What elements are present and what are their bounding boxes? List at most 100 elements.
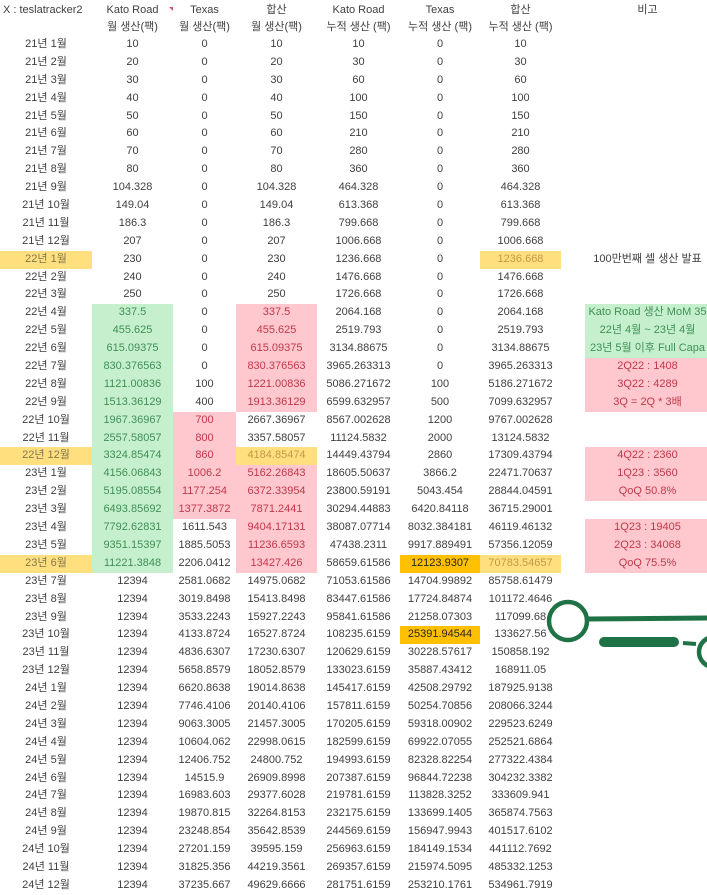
note-cell[interactable] (585, 108, 707, 126)
sheet-cell[interactable]: 1006.2 (173, 465, 236, 484)
sheet-cell[interactable]: 240 (123, 270, 142, 283)
sheet-cell[interactable]: 4133.8724 (178, 628, 231, 641)
sheet-cell[interactable]: 2581.0682 (178, 574, 231, 587)
row-label[interactable]: 23년 12월 (22, 664, 70, 677)
sheet-cell[interactable]: 365874.7563 (488, 807, 553, 820)
sheet-cell[interactable]: 615.09375 (236, 340, 317, 359)
row-label[interactable]: 24년 12월 (22, 878, 70, 891)
sheet-cell[interactable]: 20 (270, 55, 283, 68)
sheet-cell[interactable]: 1476.668 (335, 270, 382, 283)
row-label[interactable]: 21년 12월 (22, 234, 70, 247)
row-label[interactable]: 22년 1월 (0, 250, 92, 269)
sheet-cell[interactable]: 104.328 (256, 181, 297, 194)
sheet-cell[interactable]: 9063.3005 (178, 717, 231, 730)
sheet-cell[interactable]: 1200 (427, 413, 453, 426)
sheet-cell[interactable]: 3533.2243 (178, 610, 231, 623)
sheet-cell[interactable]: 230 (123, 252, 142, 265)
sheet-cell[interactable]: 60 (352, 73, 365, 86)
note-cell[interactable] (585, 787, 707, 805)
column-header-total-monthly[interactable]: 합산 (266, 4, 287, 16)
note-cell[interactable] (585, 734, 707, 752)
row-label[interactable]: 22년 4월 (25, 306, 67, 319)
sheet-cell[interactable]: 133023.6159 (326, 664, 391, 677)
row-label[interactable]: 21년 5월 (25, 109, 67, 122)
column-header-notes[interactable]: 비고 (637, 4, 658, 16)
sheet-cell[interactable]: 12394 (117, 843, 148, 856)
sheet-cell[interactable]: 360 (511, 163, 530, 176)
sheet-cell[interactable]: 464.328 (338, 181, 379, 194)
sheet-cell[interactable]: 250 (267, 288, 286, 301)
sheet-cell[interactable]: 157811.6159 (326, 699, 391, 712)
note-cell[interactable]: 1Q23 : 3560 (585, 465, 707, 484)
sheet-cell[interactable]: 5186.271672 (488, 377, 553, 390)
note-cell[interactable]: 1Q23 : 19405 (585, 519, 707, 537)
column-header-kato-cumulative[interactable]: Kato Road (332, 4, 385, 16)
row-label[interactable]: 24년 4월 (25, 735, 67, 748)
row-label[interactable]: 23년 8월 (25, 592, 67, 605)
sheet-cell[interactable]: 0 (436, 127, 444, 140)
sheet-cell[interactable]: 6620.8638 (178, 682, 231, 695)
header-sub-total-monthly[interactable]: 월 생산(팩) (251, 21, 302, 33)
sheet-cell[interactable]: 18052.8579 (247, 664, 306, 677)
note-cell[interactable]: 2Q23 : 34068 (585, 536, 707, 555)
row-label[interactable]: 22년 11월 (22, 431, 70, 444)
sheet-cell[interactable]: 256963.6159 (326, 843, 391, 856)
sheet-cell[interactable]: 69922.07055 (407, 735, 473, 748)
sheet-cell[interactable]: 5658.8579 (178, 664, 231, 677)
sheet-cell[interactable]: 194993.6159 (326, 753, 391, 766)
sheet-cell[interactable]: 1177.254 (173, 483, 236, 502)
note-cell[interactable] (585, 161, 707, 179)
sheet-cell[interactable]: 7871.2441 (236, 501, 317, 520)
note-cell[interactable] (585, 626, 707, 644)
sheet-cell[interactable]: 8567.002628 (326, 413, 391, 426)
sheet-cell[interactable]: 0 (436, 38, 444, 50)
sheet-cell[interactable]: 12394 (117, 825, 148, 838)
sheet-cell[interactable]: 0 (436, 199, 444, 212)
row-label[interactable]: 22년 10월 (22, 413, 70, 426)
row-label[interactable]: 24년 8월 (25, 807, 67, 820)
sheet-cell[interactable]: 30294.44883 (326, 503, 391, 516)
sheet-cell[interactable]: 6372.33954 (236, 483, 317, 502)
sheet-cell[interactable]: 186.3 (118, 216, 147, 229)
row-label[interactable]: 23년 11월 (22, 646, 70, 659)
sheet-cell[interactable]: 860 (173, 447, 236, 466)
sheet-cell[interactable]: 12394 (117, 682, 148, 695)
sheet-cell[interactable]: 133627.56 (494, 628, 547, 641)
sheet-cell[interactable]: 46119.46132 (488, 521, 553, 534)
sheet-cell[interactable]: 31825.356 (178, 860, 231, 873)
sheet-cell[interactable]: 232175.6159 (326, 807, 391, 820)
sheet-cell[interactable]: 485332.1253 (488, 860, 553, 873)
row-label[interactable]: 23년 3월 (25, 503, 67, 516)
sheet-cell[interactable]: 29377.6028 (247, 789, 306, 802)
sheet-cell[interactable]: 30 (352, 55, 365, 68)
sheet-cell[interactable]: 9917.889491 (407, 538, 473, 551)
note-cell[interactable] (585, 877, 707, 895)
sheet-cell[interactable]: 40 (126, 91, 139, 104)
sheet-cell[interactable]: 21258.07303 (407, 610, 473, 623)
sheet-cell[interactable]: 1513.36129 (92, 393, 173, 412)
sheet-cell[interactable]: 50 (126, 109, 139, 122)
row-label[interactable]: 23년 1월 (25, 467, 67, 480)
sheet-cell[interactable]: 12394 (117, 717, 148, 730)
sheet-cell[interactable]: 0 (436, 73, 444, 86)
sheet-cell[interactable]: 2667.36967 (247, 413, 306, 426)
sheet-cell[interactable]: 17309.43794 (488, 449, 553, 462)
row-label[interactable]: 24년 2월 (25, 699, 67, 712)
sheet-cell[interactable]: 401517.6102 (488, 825, 553, 838)
sheet-cell[interactable]: 1611.543 (181, 521, 228, 534)
note-cell[interactable] (585, 770, 707, 788)
sheet-cell[interactable]: 9351.15397 (92, 536, 173, 555)
sheet-cell[interactable]: 23800.59191 (326, 485, 391, 498)
note-cell[interactable] (585, 841, 707, 859)
sheet-cell[interactable]: 16527.8724 (247, 628, 306, 641)
row-label[interactable]: 24년 10월 (22, 843, 70, 856)
sheet-cell[interactable]: 80 (126, 163, 139, 176)
sheet-cell[interactable]: 24800.752 (250, 753, 303, 766)
sheet-cell[interactable]: 7099.632957 (488, 395, 553, 408)
row-label[interactable]: 22년 5월 (25, 324, 67, 337)
sheet-cell[interactable]: 58659.61586 (326, 556, 391, 569)
sheet-cell[interactable]: 2519.793 (335, 324, 382, 337)
sheet-cell[interactable]: 280 (511, 145, 530, 158)
column-header-kato-monthly[interactable]: Kato Road (106, 4, 159, 16)
sheet-cell[interactable]: 280 (349, 145, 368, 158)
